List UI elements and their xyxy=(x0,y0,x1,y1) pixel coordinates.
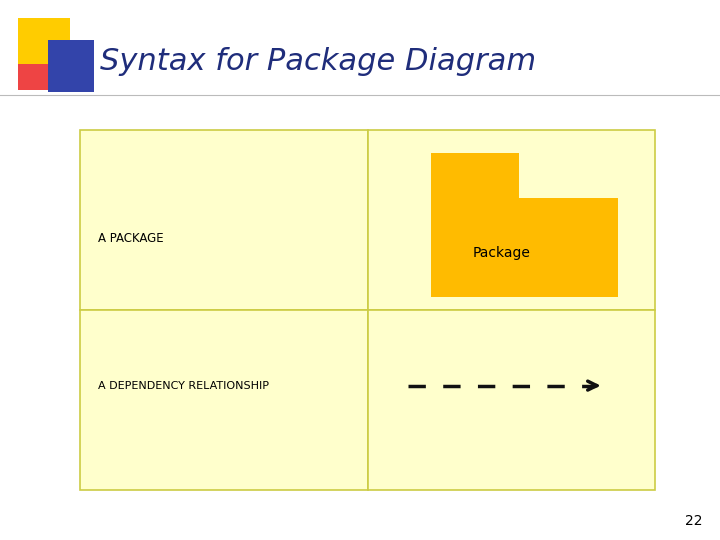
Text: A PACKAGE: A PACKAGE xyxy=(98,232,163,245)
Bar xyxy=(80,130,367,310)
Bar xyxy=(18,18,70,64)
Bar xyxy=(18,52,56,90)
Bar xyxy=(431,198,618,298)
Bar xyxy=(80,310,367,490)
Text: Syntax for Package Diagram: Syntax for Package Diagram xyxy=(100,48,536,77)
Text: A DEPENDENCY RELATIONSHIP: A DEPENDENCY RELATIONSHIP xyxy=(98,381,269,390)
Bar xyxy=(48,40,94,92)
Bar xyxy=(431,153,518,198)
Bar xyxy=(367,310,655,490)
Text: Package: Package xyxy=(473,246,531,260)
Text: 22: 22 xyxy=(685,514,702,528)
Bar xyxy=(367,130,655,310)
